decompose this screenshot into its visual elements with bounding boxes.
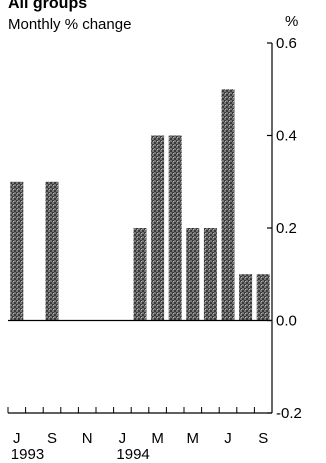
x-tick-label-6: J (224, 430, 232, 447)
x-tick-label-3: J (119, 430, 127, 447)
y-tick-label-0: 0.6 (276, 35, 297, 52)
chart-title: All groups (8, 0, 87, 12)
x-tick-label-0: J (13, 430, 21, 447)
bar-14 (256, 274, 270, 321)
bar-12 (221, 89, 235, 321)
x-tick-label-7: S (258, 430, 268, 447)
x-axis-ticks (7, 407, 273, 414)
y-axis-ticks: 0.6 0.4 0.2 0.0 -0.2 (267, 35, 302, 422)
x-tick-label-5: M (187, 430, 200, 447)
bars-group (10, 89, 270, 321)
x-tick-label-1: S (47, 430, 57, 447)
bar-7 (133, 228, 147, 321)
bar-13 (239, 274, 253, 321)
bar-0 (10, 181, 24, 321)
x-tick-label-4: M (151, 430, 164, 447)
bar-8 (151, 135, 165, 321)
y-tick-label-2: 0.2 (276, 220, 297, 237)
y-tick-label-4: -0.2 (276, 405, 302, 422)
year-label-0: 1993 (11, 446, 44, 463)
bar-10 (186, 228, 200, 321)
y-tick-label-1: 0.4 (276, 128, 297, 145)
x-tick-label-2: N (82, 430, 93, 447)
bar-11 (203, 228, 217, 321)
chart-subtitle: Monthly % change (8, 16, 131, 33)
y-tick-label-3: 0.0 (276, 313, 297, 330)
bar-9 (168, 135, 182, 321)
bar-2 (45, 181, 59, 321)
year-label-1: 1994 (116, 446, 149, 463)
y-axis-unit: % (285, 13, 298, 30)
year-labels: 1993 1994 (11, 446, 150, 463)
